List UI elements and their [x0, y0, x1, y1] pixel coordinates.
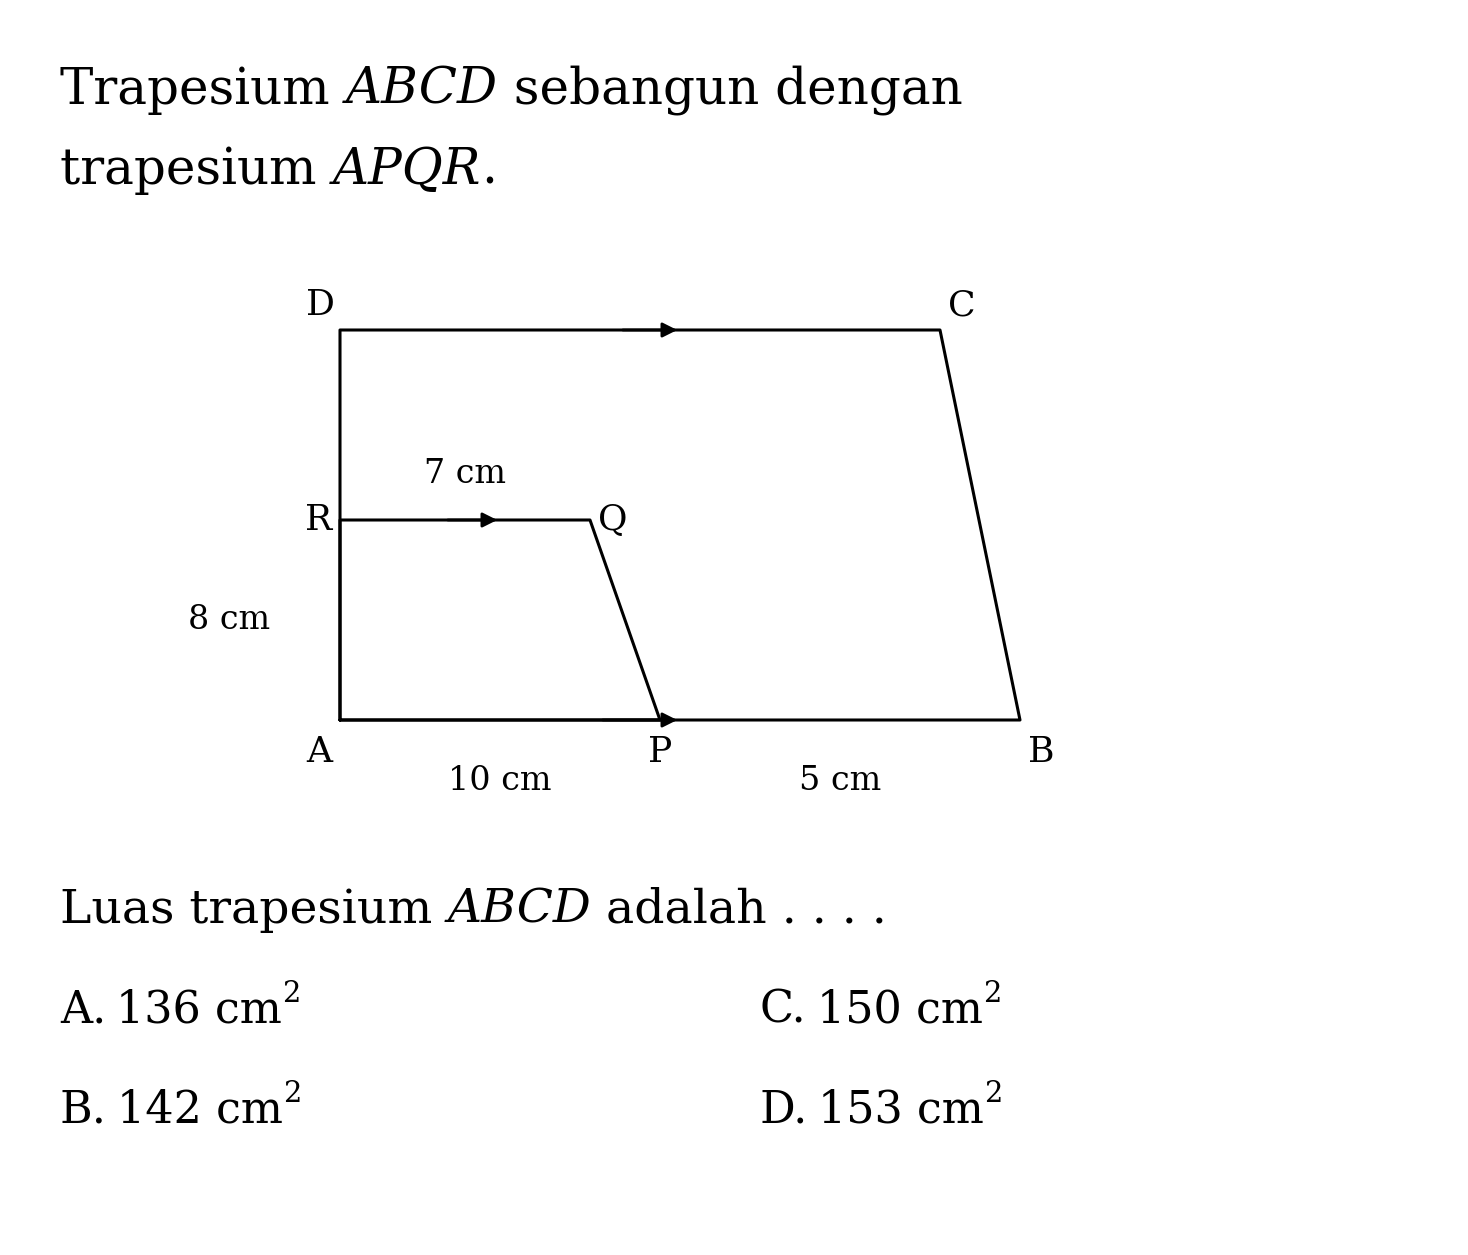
Text: R: R — [305, 503, 332, 537]
Text: B: B — [1028, 735, 1054, 769]
Text: Q: Q — [597, 503, 627, 537]
Text: P: P — [647, 735, 672, 769]
Text: adalah . . . .: adalah . . . . — [592, 887, 887, 932]
Text: trapesium: trapesium — [60, 146, 332, 195]
Text: .: . — [480, 146, 496, 195]
Text: D: D — [305, 287, 335, 323]
Text: 7 cm: 7 cm — [424, 458, 506, 489]
Text: Trapesium: Trapesium — [60, 65, 345, 114]
Text: B.: B. — [60, 1088, 107, 1132]
Text: D.: D. — [760, 1088, 809, 1132]
Text: C.: C. — [760, 989, 806, 1032]
Text: 2: 2 — [282, 980, 301, 1008]
Text: 153 cm: 153 cm — [818, 1088, 984, 1132]
Text: A.: A. — [60, 989, 106, 1032]
Text: ABCD: ABCD — [448, 887, 592, 932]
Text: 2: 2 — [283, 1081, 301, 1108]
Text: ABCD: ABCD — [345, 65, 498, 114]
Text: A: A — [305, 735, 332, 769]
Text: sebangun dengan: sebangun dengan — [498, 65, 963, 115]
Text: 150 cm: 150 cm — [816, 989, 982, 1032]
Text: 2: 2 — [982, 980, 1001, 1008]
Text: C: C — [948, 287, 976, 323]
Text: 136 cm: 136 cm — [116, 989, 282, 1032]
Text: 2: 2 — [984, 1081, 1003, 1108]
Text: Luas trapesium: Luas trapesium — [60, 887, 448, 932]
Text: 142 cm: 142 cm — [117, 1088, 283, 1132]
Text: APQR: APQR — [332, 146, 480, 195]
Text: 10 cm: 10 cm — [448, 766, 552, 797]
Text: 5 cm: 5 cm — [799, 766, 881, 797]
Text: 8 cm: 8 cm — [188, 604, 270, 636]
